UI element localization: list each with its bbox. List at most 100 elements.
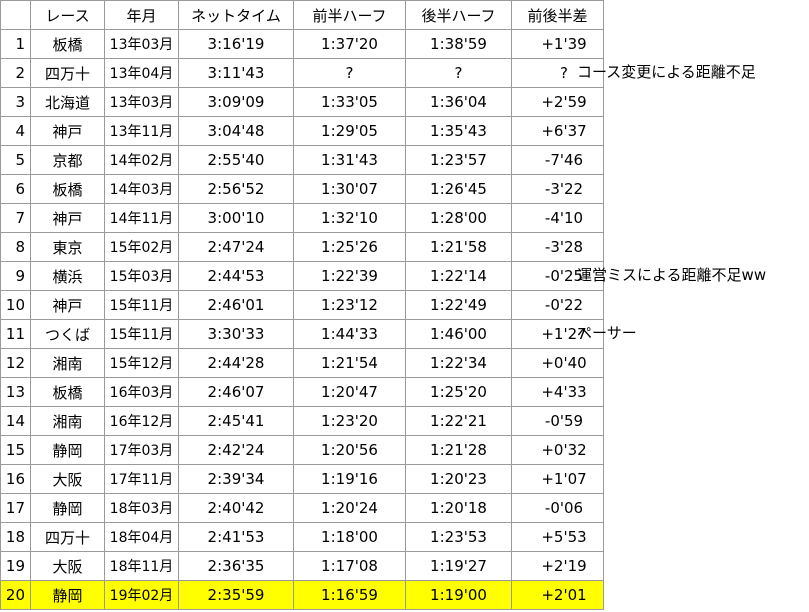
cell-first-half: 1:19'16 [293, 464, 406, 494]
cell-date: 15年03月 [104, 261, 179, 291]
table-row: 12 湘南 15年12月 2:44'28 1:21'54 1:22'34 +0'40 [0, 348, 604, 378]
table-row: 8 東京 15年02月 2:47'24 1:25'26 1:21'58 -3'28 [0, 232, 604, 262]
cell-row-number: 18 [0, 522, 31, 552]
cell-date: 14年11月 [104, 203, 179, 233]
cell-half-diff: +5'53 [511, 522, 604, 552]
cell-second-half: 1:22'34 [405, 348, 512, 378]
table-row: 20 静岡 19年02月 2:35'59 1:16'59 1:19'00 +2'01 [0, 580, 604, 610]
cell-race-name: 神戸 [30, 116, 105, 146]
cell-second-half: 1:46'00 [405, 319, 512, 349]
cell-row-number: 1 [0, 29, 31, 59]
cell-half-diff: -0'59 [511, 406, 604, 436]
cell-row-number: 12 [0, 348, 31, 378]
cell-row-number: 19 [0, 551, 31, 581]
cell-second-half: 1:25'20 [405, 377, 512, 407]
cell-date: 18年11月 [104, 551, 179, 581]
table-row: 17 静岡 18年03月 2:40'42 1:20'24 1:20'18 -0'06 [0, 493, 604, 523]
cell-race-name: つくば [30, 319, 105, 349]
cell-race-name: 湘南 [30, 348, 105, 378]
cell-date: 14年03月 [104, 174, 179, 204]
cell-race-name: 静岡 [30, 435, 105, 465]
cell-second-half: 1:38'59 [405, 29, 512, 59]
cell-net-time: 3:00'10 [178, 203, 294, 233]
cell-date: 19年02月 [104, 580, 179, 610]
cell-second-half: 1:23'57 [405, 145, 512, 175]
cell-net-time: 2:36'35 [178, 551, 294, 581]
side-note: コース変更による距離不足 [577, 63, 756, 81]
cell-date: 16年12月 [104, 406, 179, 436]
cell-half-diff: +0'32 [511, 435, 604, 465]
cell-row-number: 11 [0, 319, 31, 349]
cell-half-diff: +0'40 [511, 348, 604, 378]
cell-row-number: 10 [0, 290, 31, 320]
table-row: 11 つくば 15年11月 3:30'33 1:44'33 1:46'00 +1'27 [0, 319, 604, 349]
cell-net-time: 2:44'28 [178, 348, 294, 378]
cell-net-time: 3:09'09 [178, 87, 294, 117]
cell-race-name: 大阪 [30, 464, 105, 494]
cell-second-half: 1:28'00 [405, 203, 512, 233]
cell-half-diff: +6'37 [511, 116, 604, 146]
cell-first-half: 1:20'56 [293, 435, 406, 465]
header-cell-no [0, 0, 31, 30]
cell-net-time: 2:46'07 [178, 377, 294, 407]
cell-net-time: 2:39'34 [178, 464, 294, 494]
cell-date: 13年04月 [104, 58, 179, 88]
cell-race-name: 板橋 [30, 29, 105, 59]
cell-first-half: 1:32'10 [293, 203, 406, 233]
cell-second-half: 1:21'58 [405, 232, 512, 262]
cell-half-diff: -7'46 [511, 145, 604, 175]
cell-race-name: 横浜 [30, 261, 105, 291]
cell-date: 16年03月 [104, 377, 179, 407]
cell-second-half: ? [405, 58, 512, 88]
side-note: 運営ミスによる距離不足ww [577, 266, 767, 284]
cell-date: 14年02月 [104, 145, 179, 175]
cell-first-half: 1:23'12 [293, 290, 406, 320]
cell-half-diff: -3'28 [511, 232, 604, 262]
table-row: 19 大阪 18年11月 2:36'35 1:17'08 1:19'27 +2'19 [0, 551, 604, 581]
cell-race-name: 京都 [30, 145, 105, 175]
cell-race-name: 湘南 [30, 406, 105, 436]
table-row: 3 北海道 13年03月 3:09'09 1:33'05 1:36'04 +2'59 [0, 87, 604, 117]
cell-race-name: 静岡 [30, 580, 105, 610]
cell-date: 13年11月 [104, 116, 179, 146]
cell-net-time: 2:40'42 [178, 493, 294, 523]
cell-row-number: 7 [0, 203, 31, 233]
header-row: レース 年月 ネットタイム 前半ハーフ 後半ハーフ 前後半差 [0, 0, 604, 30]
cell-half-diff: +2'19 [511, 551, 604, 581]
cell-date: 13年03月 [104, 29, 179, 59]
table-row: 2 四万十 13年04月 3:11'43??? [0, 58, 604, 88]
table-row: 4 神戸 13年11月 3:04'48 1:29'05 1:35'43 +6'37 [0, 116, 604, 146]
cell-net-time: 2:46'01 [178, 290, 294, 320]
cell-half-diff: -0'22 [511, 290, 604, 320]
cell-date: 15年02月 [104, 232, 179, 262]
header-cell-second-half: 後半ハーフ [405, 0, 512, 30]
side-note: ペーサー [577, 324, 637, 342]
cell-first-half: 1:30'07 [293, 174, 406, 204]
cell-first-half: 1:23'20 [293, 406, 406, 436]
cell-first-half: 1:21'54 [293, 348, 406, 378]
cell-net-time: 2:44'53 [178, 261, 294, 291]
header-cell-net-time: ネットタイム [178, 0, 294, 30]
table-row: 14 湘南 16年12月 2:45'41 1:23'20 1:22'21 -0'59 [0, 406, 604, 436]
cell-race-name: 四万十 [30, 522, 105, 552]
cell-first-half: 1:18'00 [293, 522, 406, 552]
cell-date: 18年03月 [104, 493, 179, 523]
cell-row-number: 17 [0, 493, 31, 523]
table-row: 16 大阪 17年11月 2:39'34 1:19'16 1:20'23 +1'07 [0, 464, 604, 494]
cell-second-half: 1:22'21 [405, 406, 512, 436]
cell-first-half: 1:20'47 [293, 377, 406, 407]
cell-net-time: 2:41'53 [178, 522, 294, 552]
cell-first-half: 1:22'39 [293, 261, 406, 291]
cell-half-diff: +1'27 [511, 319, 604, 349]
cell-second-half: 1:20'18 [405, 493, 512, 523]
cell-row-number: 5 [0, 145, 31, 175]
cell-net-time: 2:42'24 [178, 435, 294, 465]
cell-net-time: 3:30'33 [178, 319, 294, 349]
table-row: 5 京都 14年02月 2:55'40 1:31'43 1:23'57 -7'46 [0, 145, 604, 175]
cell-half-diff: -4'10 [511, 203, 604, 233]
cell-half-diff: +1'39 [511, 29, 604, 59]
cell-race-name: 大阪 [30, 551, 105, 581]
header-cell-half-diff: 前後半差 [511, 0, 604, 30]
cell-second-half: 1:26'45 [405, 174, 512, 204]
cell-net-time: 2:47'24 [178, 232, 294, 262]
